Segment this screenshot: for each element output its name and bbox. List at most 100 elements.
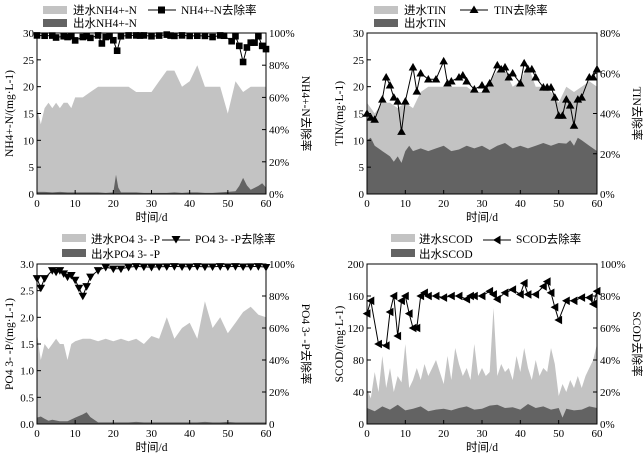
- removal-rate-marker: [116, 265, 126, 274]
- removal-rate-marker: [163, 31, 171, 38]
- removal-rate-marker: [397, 296, 405, 306]
- removal-rate-marker: [562, 95, 571, 103]
- removal-rate-marker: [78, 292, 88, 301]
- legend-swatch-effluent: [374, 19, 398, 27]
- y-tick-label: 0: [29, 189, 35, 201]
- removal-rate-marker: [366, 296, 375, 306]
- removal-rate-marker: [239, 58, 247, 66]
- x-tick-label: 60: [592, 428, 604, 440]
- removal-rate-marker: [573, 95, 583, 103]
- legend-label-removal: TIN去除率: [494, 3, 548, 17]
- y2-tick-label: 80%: [600, 28, 620, 40]
- effluent-area: [37, 174, 266, 194]
- removal-rate-marker: [132, 32, 140, 39]
- y-tick-label: 0: [359, 419, 365, 431]
- y2-tick-label: 60%: [600, 68, 620, 80]
- removal-rate-marker: [585, 293, 593, 302]
- removal-rate-marker: [496, 64, 506, 73]
- removal-rate-marker: [527, 64, 537, 73]
- removal-rate-marker: [470, 291, 478, 301]
- y-tick-label: 5: [359, 162, 365, 174]
- x-axis-title: 时间/d: [136, 211, 168, 224]
- removal-rate-marker: [98, 40, 106, 47]
- removal-rate-marker: [531, 290, 540, 299]
- x-tick-label: 60: [261, 198, 273, 210]
- removal-rate-marker: [216, 32, 224, 39]
- x-tick-label: 30: [146, 428, 158, 440]
- y-tick-label: 2.5: [20, 286, 34, 298]
- removal-rate-marker: [246, 263, 256, 271]
- y-tick-label: 160: [348, 291, 365, 303]
- effluent-area: [367, 137, 597, 194]
- y2-tick-label: 40%: [269, 355, 289, 367]
- x-tick-label: 0: [364, 198, 370, 210]
- legend-po4: 进水PO4 3- -P 出水PO4 3- -P PO4 3- -P去除率: [62, 232, 276, 261]
- removal-rate-marker: [140, 32, 148, 39]
- removal-rate-marker: [170, 263, 179, 271]
- removal-rate-marker: [131, 263, 141, 271]
- y-tick-label: 10: [353, 135, 365, 147]
- y-tick-label: 25: [353, 55, 365, 67]
- removal-rate-marker: [124, 263, 133, 272]
- x-tick-label: 50: [553, 428, 565, 440]
- x-tick-label: 60: [592, 198, 604, 210]
- removal-rate-marker: [41, 32, 48, 40]
- effluent-area: [37, 412, 266, 424]
- y2-tick-label: 80%: [600, 291, 620, 303]
- removal-rate-marker: [178, 32, 186, 39]
- removal-rate-marker: [40, 275, 49, 283]
- y-tick-label: 1.5: [20, 339, 34, 351]
- y2-tick-label: 0%: [269, 189, 284, 201]
- removal-rate-marker: [201, 32, 209, 40]
- x-tick-label: 30: [477, 198, 489, 210]
- y-tick-label: 0.5: [20, 392, 34, 404]
- x-tick-label: 40: [515, 428, 527, 440]
- removal-rate-marker: [117, 32, 125, 40]
- removal-rate-marker: [531, 72, 540, 81]
- y-tick-label: 0: [359, 189, 365, 201]
- removal-rate-marker: [454, 72, 464, 81]
- removal-rate-marker: [385, 307, 394, 317]
- y-tick-label: 5: [29, 162, 35, 174]
- removal-rate-marker: [412, 87, 422, 95]
- x-tick-label: 40: [184, 198, 196, 210]
- y2-tick-label: 60%: [269, 92, 289, 104]
- removal-rate-marker: [381, 72, 391, 81]
- removal-rate-marker: [477, 81, 487, 89]
- x-tick-label: 30: [146, 198, 158, 210]
- removal-rate-marker: [393, 97, 402, 105]
- removal-rate-marker: [443, 79, 452, 87]
- removal-rate-marker: [439, 293, 448, 302]
- removal-rate-marker: [401, 97, 410, 105]
- removal-rate-marker: [504, 72, 514, 81]
- removal-rate-marker: [588, 72, 598, 81]
- x-tick-label: 40: [184, 428, 196, 440]
- removal-rate-marker: [397, 127, 406, 135]
- removal-rate-marker: [462, 77, 471, 85]
- removal-rate-marker: [243, 44, 251, 51]
- removal-rate-marker: [36, 284, 46, 293]
- removal-rate-marker: [215, 263, 225, 271]
- removal-rate-marker: [220, 32, 228, 40]
- removal-rate-marker: [389, 93, 399, 101]
- removal-rate-marker: [68, 32, 75, 40]
- removal-rate-marker: [247, 39, 255, 46]
- legend-label-influent: 进水NH4+-N: [73, 4, 138, 17]
- y-tick-label: 30: [353, 28, 365, 40]
- y2-tick-label: 0%: [600, 189, 615, 201]
- removal-rate-marker: [412, 323, 421, 333]
- removal-rate-marker: [489, 290, 497, 299]
- x-tick-label: 10: [400, 198, 412, 210]
- legend-swatch-influent: [43, 6, 67, 14]
- removal-rate-marker: [93, 267, 103, 275]
- y2-tick-label: 20%: [269, 157, 289, 169]
- removal-rate-marker: [565, 101, 575, 109]
- removal-rate-marker: [381, 341, 390, 350]
- removal-rate-marker: [162, 263, 172, 271]
- removal-rate-marker: [48, 32, 56, 39]
- removal-rate-marker: [539, 282, 547, 291]
- x-tick-label: 20: [108, 428, 120, 440]
- removal-rate-marker: [60, 32, 68, 40]
- x-tick-label: 40: [515, 198, 527, 210]
